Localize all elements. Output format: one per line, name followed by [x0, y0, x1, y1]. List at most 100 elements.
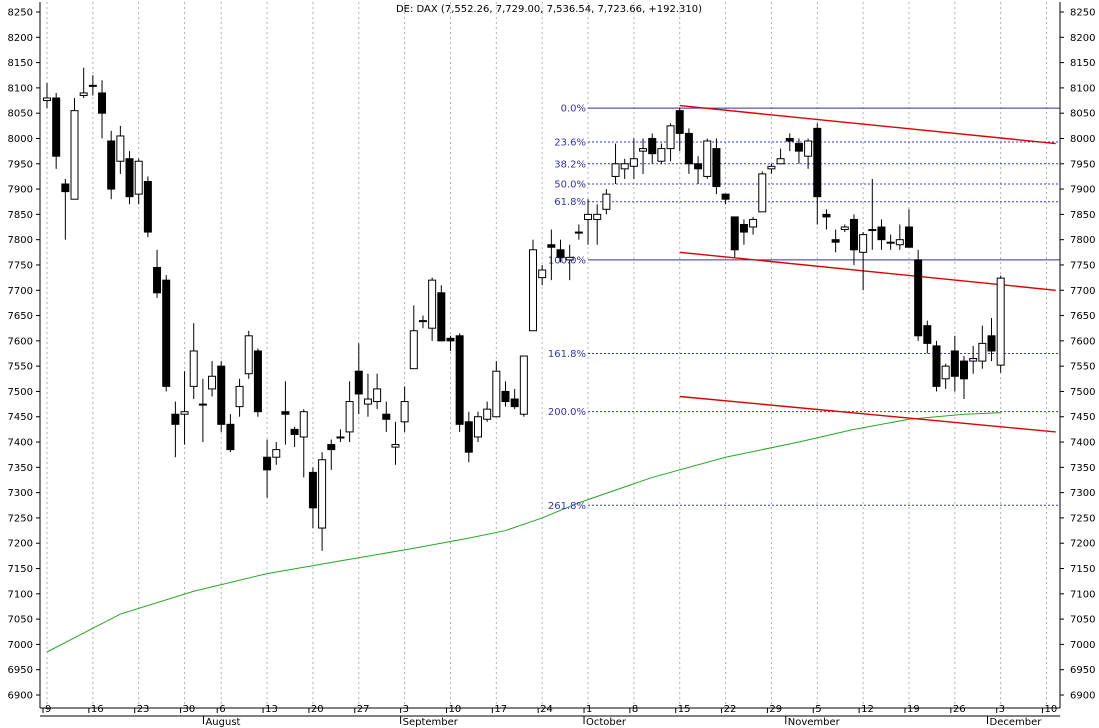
candle-down [739, 223, 748, 233]
candle-down [510, 398, 519, 408]
candle-down [455, 335, 464, 425]
candle-down [327, 444, 336, 451]
fib-level-label: 23.6% [554, 138, 586, 149]
candle-up [400, 401, 409, 423]
candle-up [519, 355, 528, 415]
candle-up [895, 239, 904, 246]
chart-title: DE: DAX (7,552.26, 7,729.00, 7,536.54, 7… [396, 4, 702, 15]
fibonacci-layer: 0.0% 23.6% 38.2% 50.0% 61.8% 100.0% 161.8% 200.… [548, 104, 1060, 512]
candle-up [244, 335, 253, 375]
candle-down [831, 239, 840, 243]
candle-up [639, 148, 648, 152]
candle-down [730, 216, 739, 251]
candle-down [684, 132, 693, 165]
candle-up [492, 370, 501, 418]
y-tick-label-left: 7350 [8, 463, 33, 474]
candle-down [52, 97, 61, 157]
candle-up [620, 163, 629, 170]
candle-up [886, 241, 895, 244]
candle-up [749, 218, 758, 228]
y-tick-label-right: 7600 [1070, 336, 1095, 347]
candle-up [363, 398, 372, 405]
candle-down [281, 411, 290, 415]
candle-down [153, 266, 162, 294]
candle-up [804, 140, 813, 157]
candle-down [217, 365, 226, 425]
candle-down [785, 137, 794, 142]
x-tick-label: 6 [219, 704, 225, 715]
y-tick-label-right: 7700 [1070, 286, 1095, 297]
candle-up [758, 173, 767, 213]
candle-down [721, 193, 730, 200]
y-tick-label-left: 6950 [8, 665, 33, 676]
month-label: September [403, 717, 459, 728]
y-tick-label-right: 7800 [1070, 235, 1095, 246]
candle-up [235, 385, 244, 408]
candle-up [428, 279, 437, 329]
candle-up [941, 365, 950, 380]
candle-up [336, 436, 345, 439]
y-tick-label-right: 7650 [1070, 311, 1095, 322]
month-label: August [205, 717, 240, 728]
candle-down [932, 345, 941, 387]
fib-level-label: 50.0% [554, 180, 586, 191]
candle-up [70, 110, 79, 200]
y-tick-label-right: 8050 [1070, 109, 1095, 120]
candle-down [923, 325, 932, 344]
x-tick-label: 10 [448, 704, 461, 715]
fib-level-label: 0.0% [561, 104, 586, 115]
y-tick-label-left: 8150 [8, 58, 33, 69]
y-tick-label-left: 7850 [8, 210, 33, 221]
candle-up [189, 350, 198, 387]
candle-down [547, 244, 556, 248]
candle-down [382, 413, 391, 420]
candle-up [391, 444, 400, 448]
y-tick-label-left: 8250 [8, 8, 33, 19]
candle-down [464, 421, 473, 453]
x-tick-label: 20 [311, 704, 324, 715]
y-tick-label-right: 7750 [1070, 260, 1095, 271]
y-tick-label-left: 6900 [8, 691, 33, 702]
y-tick-label-right: 8250 [1070, 8, 1095, 19]
candle-up [134, 160, 143, 195]
y-tick-label-left: 7650 [8, 311, 33, 322]
candle-down [61, 183, 70, 193]
y-tick-label-right: 6900 [1070, 691, 1095, 702]
x-tick-label: 5 [815, 704, 821, 715]
candle-down [290, 428, 299, 435]
x-tick-label: 1 [586, 704, 592, 715]
x-tick-label: 19 [907, 704, 920, 715]
y-tick-label-right: 8150 [1070, 58, 1095, 69]
y-tick-label-left: 7750 [8, 260, 33, 271]
y-tick-label-left: 8200 [8, 33, 33, 44]
candle-up [409, 330, 418, 370]
y-tick-label-left: 7450 [8, 412, 33, 423]
y-tick-label-right: 8200 [1070, 33, 1095, 44]
y-tick-label-right: 7450 [1070, 412, 1095, 423]
x-tick-label: 15 [678, 704, 691, 715]
y-tick-label-left: 7600 [8, 336, 33, 347]
candle-down [107, 140, 116, 190]
axis-layer: 9 16 23 30 6 13 20 27 3 10 17 24 1 8 15 22 29 5 12 19 26 3 10 A… [8, 2, 1095, 728]
y-tick-label-left: 7000 [8, 640, 33, 651]
candle-down [694, 163, 703, 170]
candle-up [180, 411, 189, 415]
month-label: October [586, 717, 627, 728]
candle-up [703, 140, 712, 177]
y-tick-label-left: 7800 [8, 235, 33, 246]
candle-down [987, 335, 996, 352]
candle-up [767, 165, 776, 170]
candle-up [666, 125, 675, 150]
y-tick-label-left: 7950 [8, 159, 33, 170]
candle-up [657, 148, 666, 162]
candle-up [565, 256, 574, 261]
candle-up [629, 158, 638, 167]
candle-up [318, 459, 327, 529]
y-tick-label-right: 7400 [1070, 438, 1095, 449]
candle-down [446, 337, 455, 342]
candle-up [116, 135, 125, 162]
candle-down [253, 350, 262, 413]
y-tick-label-left: 7100 [8, 589, 33, 600]
candle-up [272, 449, 281, 458]
candle-up [418, 320, 427, 323]
